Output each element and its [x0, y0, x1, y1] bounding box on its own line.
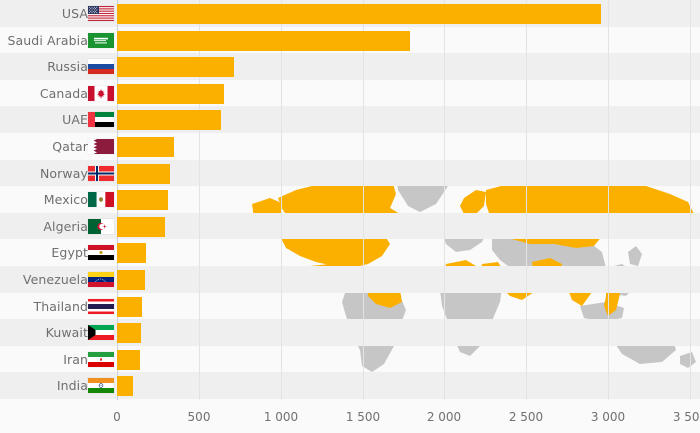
category-label: Algeria — [43, 218, 88, 234]
flag-norway-icon — [88, 165, 114, 181]
gridline — [199, 0, 200, 400]
x-tick-label: 1 500 — [345, 410, 381, 424]
bar-row[interactable]: Algeria — [0, 213, 700, 240]
x-tick-label: 500 — [187, 410, 211, 424]
bar-row[interactable]: Saudi Arabia — [0, 27, 700, 54]
bar-row[interactable]: Mexico — [0, 186, 700, 213]
value-bar[interactable] — [117, 4, 601, 24]
bar-row[interactable]: Venezuela — [0, 266, 700, 293]
category-label: Egypt — [51, 245, 88, 261]
flag-qatar-icon — [88, 139, 114, 154]
flag-venezuela-icon — [88, 272, 114, 287]
flag-uae-icon — [88, 112, 114, 128]
value-bar[interactable] — [117, 110, 221, 131]
value-bar[interactable] — [117, 30, 410, 51]
bar-row[interactable]: UAE — [0, 106, 700, 133]
bar-row[interactable]: Iran — [0, 346, 700, 373]
category-label: Qatar — [52, 139, 88, 154]
row-stripe — [0, 106, 700, 133]
x-tick-label: 2 500 — [508, 410, 544, 424]
category-label: India — [56, 378, 88, 394]
flag-usa-icon — [88, 6, 114, 21]
bar-row[interactable]: Canada — [0, 80, 700, 107]
value-bar[interactable] — [117, 57, 234, 78]
bar-row[interactable]: Norway — [0, 160, 700, 187]
flag-egypt-icon — [88, 245, 114, 261]
bar-row[interactable]: Egypt — [0, 239, 700, 266]
value-bar[interactable] — [117, 190, 168, 211]
category-label: USA — [61, 6, 88, 21]
category-label: UAE — [62, 112, 88, 128]
value-bar[interactable] — [117, 83, 224, 104]
value-bar[interactable] — [117, 296, 142, 317]
x-tick-label: 0 — [113, 410, 121, 424]
bar-row[interactable]: Thailand — [0, 293, 700, 320]
category-label: Saudi Arabia — [7, 32, 88, 48]
row-stripe — [0, 53, 700, 80]
value-bar[interactable] — [117, 216, 165, 237]
value-bar[interactable] — [117, 163, 170, 184]
flag-mexico-icon — [88, 192, 114, 208]
x-tick-label: 1 000 — [263, 410, 299, 424]
flag-thailand-icon — [88, 298, 114, 314]
value-bar[interactable] — [117, 376, 133, 397]
category-label: Russia — [47, 59, 88, 75]
category-label: Mexico — [43, 192, 88, 208]
bar-row[interactable]: Russia — [0, 53, 700, 80]
flag-kuwait-icon — [88, 325, 114, 341]
category-label: Thailand — [33, 298, 88, 314]
x-axis: 0 500 1 000 1 500 2 000 2 500 3 000 3 500 — [0, 400, 700, 433]
value-bar[interactable] — [117, 137, 174, 157]
row-stripe — [0, 372, 700, 399]
x-tick-label: 3 000 — [590, 410, 626, 424]
category-label: Canada — [39, 85, 88, 101]
value-bar[interactable] — [117, 243, 146, 264]
flag-russia-icon — [88, 59, 114, 75]
bar-row[interactable]: Kuwait — [0, 319, 700, 346]
x-tick-label: 3 500 — [672, 410, 700, 424]
category-label: Kuwait — [45, 325, 88, 341]
category-label: Iran — [63, 351, 88, 367]
bar-row[interactable]: Qatar — [0, 133, 700, 160]
value-bar[interactable] — [117, 323, 141, 344]
x-tick-label: 2 000 — [426, 410, 462, 424]
flag-algeria-icon — [88, 218, 114, 234]
flag-saudi-arabia-icon — [88, 32, 114, 48]
flag-canada-icon — [88, 85, 114, 101]
flag-iran-icon — [88, 351, 114, 367]
flag-india-icon — [88, 378, 114, 394]
bar-row[interactable]: India — [0, 372, 700, 399]
value-bar[interactable] — [117, 270, 145, 290]
bar-rows: USA Saudi Arabia Russia Canada UAE Qatar Norwa… — [0, 0, 700, 399]
category-label: Venezuela — [22, 272, 88, 287]
value-bar[interactable] — [117, 349, 140, 370]
category-label: Norway — [39, 165, 88, 181]
bar-row[interactable]: USA — [0, 0, 700, 27]
